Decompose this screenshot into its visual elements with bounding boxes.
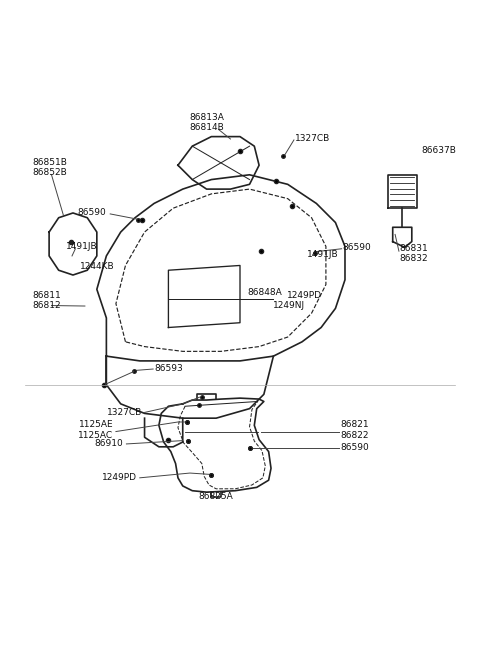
Text: 86590: 86590: [78, 208, 107, 217]
Text: 86811
86812: 86811 86812: [33, 291, 61, 310]
Text: 1244KB: 1244KB: [80, 262, 115, 271]
Text: 86821
86822: 86821 86822: [340, 421, 369, 440]
Text: 1249PD: 1249PD: [287, 291, 322, 299]
Text: 86910: 86910: [95, 440, 123, 449]
Text: 86831
86832: 86831 86832: [400, 244, 429, 263]
Text: 86590: 86590: [340, 443, 369, 452]
Text: 86590: 86590: [343, 243, 372, 252]
Text: 86851B
86852B: 86851B 86852B: [33, 158, 67, 178]
Text: 86848A: 86848A: [247, 288, 282, 297]
Text: 1491JB: 1491JB: [307, 250, 338, 259]
Text: 1327CB: 1327CB: [107, 408, 142, 417]
Text: 86637B: 86637B: [421, 147, 456, 155]
Text: 1327CB: 1327CB: [295, 134, 330, 143]
Text: 86825A: 86825A: [199, 493, 233, 502]
Text: 1125AE
1125AC: 1125AE 1125AC: [78, 421, 114, 440]
Text: 1249PD: 1249PD: [102, 474, 137, 482]
Text: 1249NJ: 1249NJ: [274, 301, 306, 310]
Text: 1491JB: 1491JB: [66, 242, 97, 251]
Text: 86593: 86593: [154, 364, 183, 373]
Text: 86813A
86814B: 86813A 86814B: [189, 113, 224, 132]
